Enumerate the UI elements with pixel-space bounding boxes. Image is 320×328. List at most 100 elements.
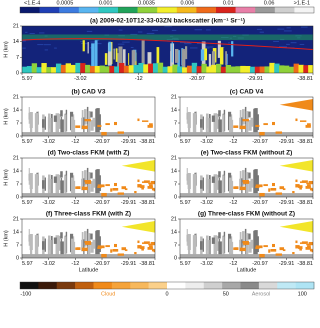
aerosol <box>259 192 265 197</box>
noise <box>179 42 186 44</box>
cloud <box>34 174 39 197</box>
cloud <box>128 53 130 65</box>
cloud <box>73 119 76 136</box>
panel-title: (g) Three-class FKM (without Z) <box>198 211 295 218</box>
x-tick-label: -20.97 <box>94 261 110 267</box>
y-tick-label: 21 <box>171 94 177 100</box>
cloud <box>213 113 218 134</box>
cloud <box>55 235 60 256</box>
cloud <box>53 115 57 122</box>
cloud <box>51 175 53 197</box>
panel: (a) 2009-02-10T12-33-03ZN backscatter (k… <box>3 18 314 82</box>
x-axis-label: Latitude <box>79 267 99 273</box>
x-tick-label: 5.97 <box>180 139 191 145</box>
cloud <box>239 110 242 121</box>
surface <box>109 66 115 73</box>
cloud <box>92 117 96 127</box>
aerosol <box>110 188 113 192</box>
cloud <box>200 49 205 61</box>
cloud <box>209 236 211 258</box>
aerosol <box>239 247 246 252</box>
ice-layer <box>279 221 313 233</box>
plot-frame <box>21 157 156 198</box>
x-tick-label: -29.91 <box>121 200 137 206</box>
cloud <box>70 177 75 194</box>
colorbar-swatch <box>203 282 223 289</box>
aerosol <box>282 249 286 252</box>
x-tick-label: -29.91 <box>121 139 137 145</box>
cloud <box>245 233 249 258</box>
cloud <box>28 168 30 185</box>
surface <box>119 62 125 73</box>
y-tick-label: 21 <box>13 23 19 29</box>
cloud <box>219 238 221 258</box>
ice-layer <box>121 221 155 233</box>
cloud <box>253 238 257 253</box>
cloud <box>90 181 94 192</box>
aerosol <box>268 188 271 192</box>
cloud <box>199 119 203 128</box>
panel-title: (b) CAD V3 <box>72 89 106 96</box>
cloud <box>65 231 68 254</box>
scene <box>180 219 313 258</box>
cloud <box>95 116 99 131</box>
cloud <box>91 43 95 72</box>
ice-layer <box>279 160 313 172</box>
x-tick-label: -29.91 <box>121 261 137 267</box>
cloud <box>44 177 46 191</box>
noise <box>164 26 172 28</box>
aerosol <box>101 131 107 136</box>
x-tick-label: -29.91 <box>279 139 295 145</box>
plot-frame <box>21 25 314 74</box>
colorbar-label: 0.001 <box>99 0 113 6</box>
cloud <box>89 172 93 179</box>
x-tick-label: -20.97 <box>94 200 110 206</box>
aerosol <box>112 248 119 252</box>
cloud <box>51 236 53 258</box>
surface <box>51 67 57 73</box>
cloud <box>250 178 254 188</box>
x-tick-label: -12 <box>229 261 237 267</box>
noise <box>278 46 287 48</box>
aerosol <box>306 182 310 185</box>
surface <box>279 65 285 73</box>
cloud <box>87 233 91 258</box>
noise <box>146 32 155 34</box>
cloud <box>231 119 234 136</box>
x-tick-label: -38.81 <box>139 261 155 267</box>
cloud <box>228 238 233 255</box>
y-tick-label: 0 <box>174 133 177 139</box>
surface <box>235 66 241 73</box>
ground <box>22 193 155 197</box>
cloud <box>171 41 173 63</box>
cloud <box>81 232 84 243</box>
noise <box>94 43 102 45</box>
noise <box>273 40 279 42</box>
cloud <box>223 170 226 193</box>
cloud <box>219 47 224 65</box>
cloud <box>60 180 64 195</box>
panel: (c) CAD V4 0 7 14 21 5.97 -3.02 -12 -20.97 -29.91… <box>171 89 314 145</box>
aerosol <box>105 245 110 248</box>
surface <box>22 66 28 73</box>
surface <box>177 66 183 73</box>
colorbar-swatch <box>294 7 315 13</box>
cloud <box>61 116 63 136</box>
aerosol <box>263 123 268 126</box>
aerosol <box>271 121 276 126</box>
strat-band <box>22 34 313 41</box>
cloud <box>58 174 61 190</box>
aerosol <box>306 243 310 246</box>
surface <box>288 66 295 73</box>
aerosol <box>295 179 298 183</box>
cloud <box>184 46 188 60</box>
noise <box>22 47 26 49</box>
aerosol <box>307 184 311 188</box>
cloud <box>207 240 210 258</box>
cloud <box>244 167 247 185</box>
surface <box>259 66 265 73</box>
cloud <box>90 120 94 131</box>
cloud <box>92 239 96 249</box>
cloud <box>218 241 222 256</box>
aerosol <box>268 249 271 253</box>
